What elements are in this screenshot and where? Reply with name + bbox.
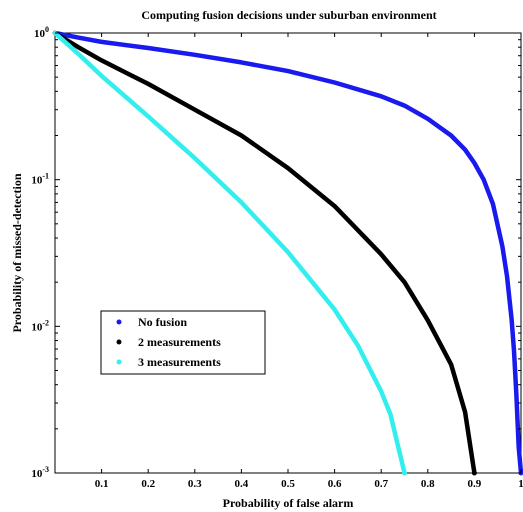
x-tick-label: 0.9 — [468, 478, 482, 490]
x-tick-label: 0.4 — [235, 478, 249, 490]
y-tick-label: 10-1 — [31, 172, 49, 187]
series-line-3-measurements — [52, 30, 407, 476]
series-layer — [52, 30, 523, 476]
x-tick-label: 1 — [518, 478, 523, 490]
y-axis-label: Probability of missed-detection — [10, 173, 24, 332]
x-tick-label: 0.2 — [141, 478, 155, 490]
legend-marker-no-fusion — [116, 319, 122, 325]
x-tick-label: 0.7 — [374, 478, 388, 490]
y-tick-label: 100 — [34, 25, 49, 40]
legend-marker-2-measurements — [116, 339, 122, 345]
x-axis-ticks: 0.1 0.2 0.3 0.4 0.5 0.6 0.7 0.8 0.9 1 — [95, 33, 523, 490]
x-tick-label: 0.6 — [328, 478, 342, 490]
series-end-point-3-measurements — [402, 470, 407, 476]
series-line-no-fusion — [52, 30, 523, 476]
x-tick-label: 0.5 — [281, 478, 295, 490]
x-tick-label: 0.1 — [95, 478, 109, 490]
x-tick-label: 0.3 — [188, 478, 202, 490]
legend-box — [100, 310, 266, 375]
y-axis-ticks: 100 10-1 10-2 10-3 — [31, 25, 521, 480]
legend-marker-3-measurements — [116, 359, 122, 365]
legend: No fusion 2 measurements 3 measurements — [100, 310, 266, 375]
legend-label-no-fusion: No fusion — [138, 315, 187, 329]
y-tick-label: 10-3 — [31, 465, 49, 480]
x-axis-label: Probability of false alarm — [223, 496, 354, 510]
series-line-2-measurements — [52, 30, 477, 476]
legend-label-3-measurements: 3 measurements — [138, 355, 221, 369]
legend-label-2-measurements: 2 measurements — [138, 335, 221, 349]
y-tick-label: 10-2 — [31, 318, 49, 333]
chart-title: Computing fusion decisions under suburba… — [141, 8, 436, 22]
x-tick-label: 0.8 — [421, 478, 435, 490]
